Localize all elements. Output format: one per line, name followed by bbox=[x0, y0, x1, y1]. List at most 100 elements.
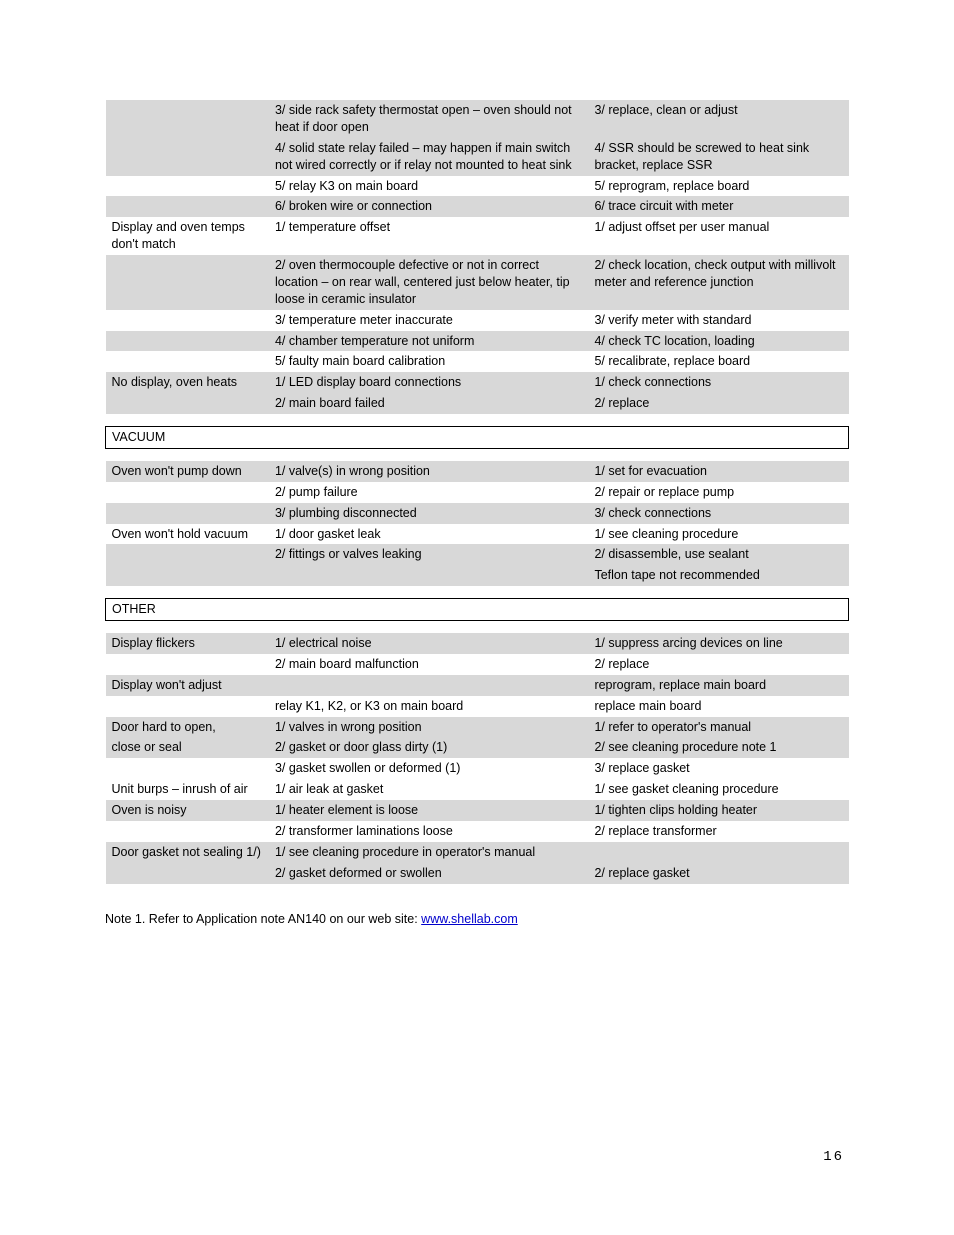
table-row: 2/ pump failure2/ repair or replace pump bbox=[106, 482, 849, 503]
table-row: 4/ solid state relay failed – may happen… bbox=[106, 138, 849, 176]
symptom-cell bbox=[106, 544, 269, 565]
symptom-cell bbox=[106, 310, 269, 331]
cause-cell: 1/ valve(s) in wrong position bbox=[269, 461, 588, 482]
symptom-cell: Oven is noisy bbox=[106, 800, 269, 821]
table-row: Display won't adjustreprogram, replace m… bbox=[106, 675, 849, 696]
symptom-cell bbox=[106, 138, 269, 176]
cause-cell: 2/ pump failure bbox=[269, 482, 588, 503]
remedy-cell: 2/ replace bbox=[588, 393, 848, 414]
table-row: 3/ side rack safety thermostat open – ov… bbox=[106, 100, 849, 138]
remedy-cell: 5/ recalibrate, replace board bbox=[588, 351, 848, 372]
footnote-link[interactable]: www.shellab.com bbox=[421, 912, 518, 926]
table-row: 3/ temperature meter inaccurate3/ verify… bbox=[106, 310, 849, 331]
symptom-cell bbox=[106, 758, 269, 779]
remedy-cell: 4/ SSR should be screwed to heat sink br… bbox=[588, 138, 848, 176]
symptom-cell bbox=[106, 196, 269, 217]
section-header: VACUUM bbox=[106, 427, 849, 449]
cause-cell: relay K1, K2, or K3 on main board bbox=[269, 696, 588, 717]
table-row: close or seal2/ gasket or door glass dir… bbox=[106, 737, 849, 758]
remedy-cell: 2/ replace bbox=[588, 654, 848, 675]
table-row: 3/ gasket swollen or deformed (1)3/ repl… bbox=[106, 758, 849, 779]
symptom-cell bbox=[106, 176, 269, 197]
table-row: Oven won't hold vacuum1/ door gasket lea… bbox=[106, 524, 849, 545]
cause-cell: 6/ broken wire or connection bbox=[269, 196, 588, 217]
table-row: relay K1, K2, or K3 on main boardreplace… bbox=[106, 696, 849, 717]
cause-cell: 1/ valves in wrong position bbox=[269, 717, 588, 738]
cause-cell: 3/ plumbing disconnected bbox=[269, 503, 588, 524]
remedy-cell: 1/ adjust offset per user manual bbox=[588, 217, 848, 255]
symptom-cell bbox=[106, 331, 269, 352]
cause-cell: 1/ electrical noise bbox=[269, 633, 588, 654]
table-row: Door gasket not sealing 1/)1/ see cleani… bbox=[106, 842, 849, 863]
troubleshooting-table: 3/ side rack safety thermostat open – ov… bbox=[105, 100, 849, 884]
remedy-cell bbox=[588, 842, 848, 863]
table-row: 5/ faulty main board calibration5/ recal… bbox=[106, 351, 849, 372]
table-row: 2/ main board failed2/ replace bbox=[106, 393, 849, 414]
cause-cell: 1/ heater element is loose bbox=[269, 800, 588, 821]
remedy-cell: Teflon tape not recommended bbox=[588, 565, 848, 586]
remedy-cell: 1/ see cleaning procedure bbox=[588, 524, 848, 545]
cause-cell: 1/ LED display board connections bbox=[269, 372, 588, 393]
symptom-cell bbox=[106, 654, 269, 675]
remedy-cell: 3/ replace gasket bbox=[588, 758, 848, 779]
remedy-cell: 3/ check connections bbox=[588, 503, 848, 524]
cause-cell: 2/ main board failed bbox=[269, 393, 588, 414]
cause-cell: 2/ gasket deformed or swollen bbox=[269, 863, 588, 884]
symptom-cell bbox=[106, 100, 269, 138]
cause-cell: 1/ air leak at gasket bbox=[269, 779, 588, 800]
page: 3/ side rack safety thermostat open – ov… bbox=[0, 0, 954, 1235]
remedy-cell: 1/ see gasket cleaning procedure bbox=[588, 779, 848, 800]
cause-cell bbox=[269, 675, 588, 696]
page-number: 16 bbox=[823, 1149, 844, 1165]
symptom-cell: Display and oven temps don't match bbox=[106, 217, 269, 255]
remedy-cell: 1/ refer to operator's manual bbox=[588, 717, 848, 738]
cause-cell: 3/ gasket swollen or deformed (1) bbox=[269, 758, 588, 779]
table-row: 4/ chamber temperature not uniform4/ che… bbox=[106, 331, 849, 352]
table-row: Display flickers1/ electrical noise1/ su… bbox=[106, 633, 849, 654]
symptom-cell: No display, oven heats bbox=[106, 372, 269, 393]
remedy-cell: 2/ replace transformer bbox=[588, 821, 848, 842]
symptom-cell: Door hard to open, bbox=[106, 717, 269, 738]
cause-cell: 2/ transformer laminations loose bbox=[269, 821, 588, 842]
remedy-cell: replace main board bbox=[588, 696, 848, 717]
symptom-cell: Display won't adjust bbox=[106, 675, 269, 696]
remedy-cell: 2/ replace gasket bbox=[588, 863, 848, 884]
symptom-cell bbox=[106, 393, 269, 414]
table-row: No display, oven heats1/ LED display boa… bbox=[106, 372, 849, 393]
table-row: 2/ main board malfunction2/ replace bbox=[106, 654, 849, 675]
cause-cell: 1/ door gasket leak bbox=[269, 524, 588, 545]
table-row: Oven is noisy1/ heater element is loose1… bbox=[106, 800, 849, 821]
symptom-cell bbox=[106, 863, 269, 884]
section-header: OTHER bbox=[106, 599, 849, 621]
symptom-cell bbox=[106, 565, 269, 586]
table-row: 2/ fittings or valves leaking2/ disassem… bbox=[106, 544, 849, 565]
cause-cell: 2/ main board malfunction bbox=[269, 654, 588, 675]
symptom-cell bbox=[106, 351, 269, 372]
remedy-cell: 1/ check connections bbox=[588, 372, 848, 393]
cause-cell: 3/ temperature meter inaccurate bbox=[269, 310, 588, 331]
symptom-cell: Unit burps – inrush of air bbox=[106, 779, 269, 800]
table-row: 3/ plumbing disconnected3/ check connect… bbox=[106, 503, 849, 524]
cause-cell: 4/ chamber temperature not uniform bbox=[269, 331, 588, 352]
symptom-cell: close or seal bbox=[106, 737, 269, 758]
table-row: Oven won't pump down1/ valve(s) in wrong… bbox=[106, 461, 849, 482]
table-row: 5/ relay K3 on main board5/ reprogram, r… bbox=[106, 176, 849, 197]
cause-cell: 3/ side rack safety thermostat open – ov… bbox=[269, 100, 588, 138]
table-row: Display and oven temps don't match1/ tem… bbox=[106, 217, 849, 255]
table-row: Door hard to open,1/ valves in wrong pos… bbox=[106, 717, 849, 738]
symptom-cell: Oven won't hold vacuum bbox=[106, 524, 269, 545]
remedy-cell: 1/ set for evacuation bbox=[588, 461, 848, 482]
cause-cell: 2/ fittings or valves leaking bbox=[269, 544, 588, 565]
remedy-cell: 2/ check location, check output with mil… bbox=[588, 255, 848, 310]
remedy-cell: 3/ replace, clean or adjust bbox=[588, 100, 848, 138]
remedy-cell: 4/ check TC location, loading bbox=[588, 331, 848, 352]
cause-cell: 2/ oven thermocouple defective or not in… bbox=[269, 255, 588, 310]
table-row: 2/ transformer laminations loose2/ repla… bbox=[106, 821, 849, 842]
remedy-cell: 1/ suppress arcing devices on line bbox=[588, 633, 848, 654]
remedy-cell: 2/ repair or replace pump bbox=[588, 482, 848, 503]
symptom-cell bbox=[106, 503, 269, 524]
cause-cell bbox=[269, 565, 588, 586]
symptom-cell: Oven won't pump down bbox=[106, 461, 269, 482]
symptom-cell: Door gasket not sealing 1/) bbox=[106, 842, 269, 863]
cause-cell: 2/ gasket or door glass dirty (1) bbox=[269, 737, 588, 758]
